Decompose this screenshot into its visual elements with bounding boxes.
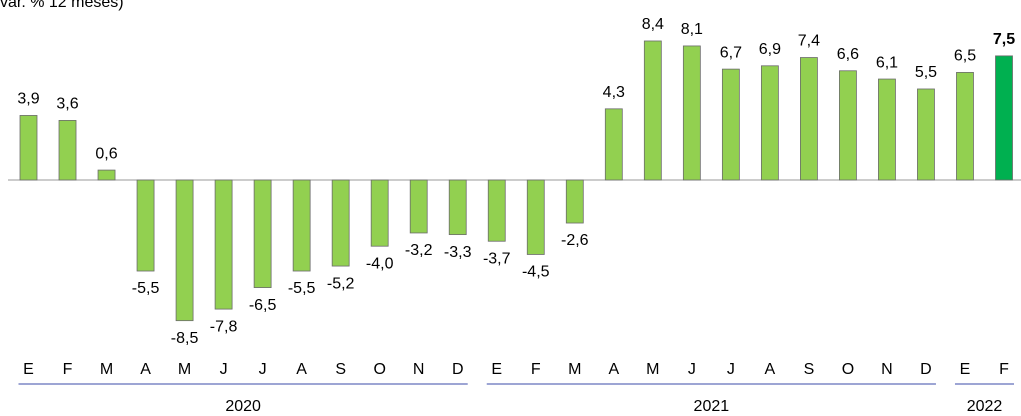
bar: [682, 45, 701, 181]
group-label: 2021: [694, 398, 730, 415]
value-label: 6,7: [720, 44, 742, 61]
x-tick-label: A: [140, 361, 151, 378]
value-label: 0,6: [95, 145, 117, 162]
x-tick-label: N: [413, 361, 425, 378]
value-label: 3,9: [17, 91, 39, 108]
bar: [917, 88, 935, 181]
value-label: 6,6: [837, 46, 859, 63]
value-label: 8,4: [642, 16, 664, 33]
bar: [643, 40, 662, 181]
chart-subtitle: var. % 12 meses): [0, 0, 124, 11]
x-tick-label: A: [608, 361, 619, 378]
bar: [760, 65, 779, 181]
x-tick-label: M: [100, 361, 113, 378]
x-tick-label: S: [804, 361, 815, 378]
group-label: 2020: [225, 398, 261, 415]
x-tick-label: F: [999, 361, 1009, 378]
bar: [604, 108, 623, 181]
value-label: 7,4: [798, 33, 820, 50]
value-label: -7,8: [210, 318, 238, 335]
bar: [448, 179, 467, 236]
value-label: 7,5: [993, 31, 1015, 48]
x-tick-label: J: [688, 361, 696, 378]
bar: [19, 115, 38, 181]
x-tick-label: E: [23, 361, 34, 378]
value-label: 4,3: [603, 84, 625, 101]
value-label: -3,2: [405, 242, 433, 259]
x-tick-label: N: [881, 361, 893, 378]
x-tick-label: J: [259, 361, 267, 378]
x-tick-label: M: [178, 361, 191, 378]
value-label: 6,9: [759, 41, 781, 58]
bar: [565, 179, 584, 224]
x-tick-label: A: [296, 361, 307, 378]
bar: [839, 70, 857, 181]
x-tick-label: F: [63, 361, 73, 378]
bar: [253, 179, 272, 288]
value-label: -4,5: [522, 264, 550, 281]
value-label: 6,1: [876, 54, 898, 71]
bar: [292, 179, 311, 272]
value-label: -5,2: [327, 275, 355, 292]
x-tick-label: E: [960, 361, 971, 378]
x-tick-label: D: [452, 361, 464, 378]
x-tick-label: D: [920, 361, 932, 378]
x-tick-label: O: [373, 361, 385, 378]
x-tick-label: O: [842, 361, 854, 378]
value-label: -6,5: [249, 297, 277, 314]
bar: [721, 68, 740, 181]
value-label: -3,3: [444, 244, 472, 261]
value-label: 3,6: [56, 96, 78, 113]
x-tick-label: M: [568, 361, 581, 378]
bar: [800, 57, 818, 181]
bar: [409, 179, 428, 234]
value-label: -5,5: [132, 280, 160, 297]
x-tick-label: M: [646, 361, 659, 378]
bar: [58, 120, 77, 181]
bar: [878, 78, 896, 181]
x-tick-label: J: [727, 361, 735, 378]
value-label: 6,5: [954, 48, 976, 65]
value-label: -3,7: [483, 250, 511, 267]
bar: [995, 55, 1013, 181]
bar: [956, 72, 974, 181]
x-tick-label: F: [531, 361, 541, 378]
bar: [97, 169, 116, 181]
x-tick-label: A: [765, 361, 776, 378]
bar: [526, 179, 545, 255]
x-tick-label: J: [220, 361, 228, 378]
bar: [487, 179, 506, 242]
bar: [331, 179, 350, 267]
x-tick-label: S: [335, 361, 346, 378]
value-label: -4,0: [366, 255, 394, 272]
value-label: -2,6: [561, 232, 589, 249]
bar: [175, 179, 194, 322]
bar: [214, 179, 233, 310]
group-label: 2022: [967, 398, 1003, 415]
value-label: -8,5: [171, 330, 199, 347]
bar: [370, 179, 389, 247]
bar: [136, 179, 155, 272]
x-tick-label: E: [491, 361, 502, 378]
value-label: 8,1: [681, 21, 703, 38]
value-label: 5,5: [915, 64, 937, 81]
value-label: -5,5: [288, 280, 316, 297]
